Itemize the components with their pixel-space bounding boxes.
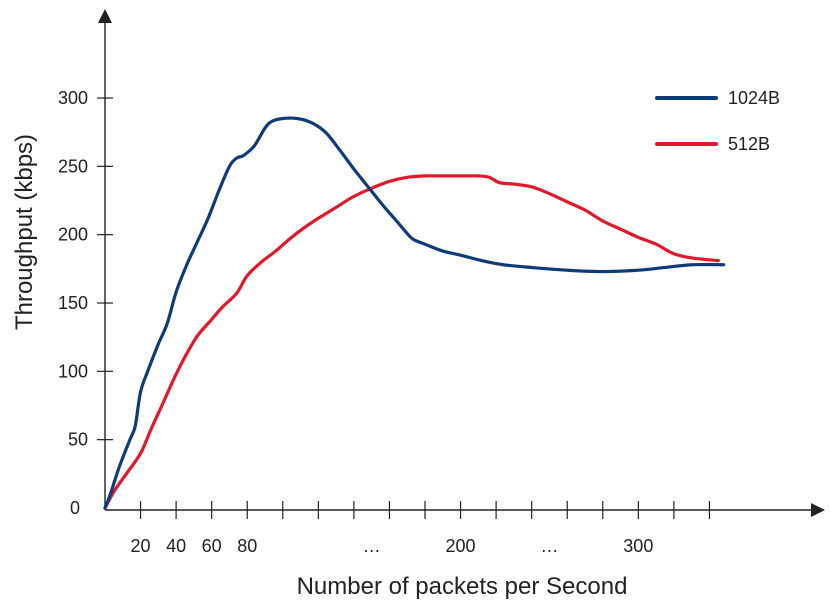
y-ticks: 0 50 100 150 200 250 300	[58, 88, 113, 518]
y-tick-label: 200	[58, 225, 88, 245]
x-tick-label: 300	[623, 536, 653, 556]
x-tick-label: 60	[202, 536, 222, 556]
x-tick-label: 40	[166, 536, 186, 556]
x-axis-title: Number of packets per Second	[297, 573, 628, 600]
y-tick-label: 300	[58, 88, 88, 108]
series-line-1024B	[103, 116, 726, 510]
x-ticks: 20 40 60 80 … 200 … 300	[131, 501, 711, 556]
y-tick-label: 0	[70, 498, 80, 518]
y-tick-label: 250	[58, 156, 88, 176]
y-tick-label: 100	[58, 361, 88, 381]
x-tick-label: 200	[446, 536, 476, 556]
series-line-512B	[103, 174, 720, 510]
legend: 1024B 512B	[655, 88, 780, 154]
legend-label-1024B: 1024B	[728, 88, 780, 108]
x-tick-label: 20	[131, 536, 151, 556]
x-tick-label: …	[363, 536, 381, 556]
series-layer	[103, 116, 726, 510]
y-tick-label: 150	[58, 293, 88, 313]
x-tick-label: …	[540, 536, 558, 556]
x-tick-label: 80	[237, 536, 257, 556]
legend-label-512B: 512B	[728, 134, 770, 154]
y-tick-label: 50	[68, 430, 88, 450]
y-axis-title: Throughput (kbps)	[11, 134, 38, 330]
